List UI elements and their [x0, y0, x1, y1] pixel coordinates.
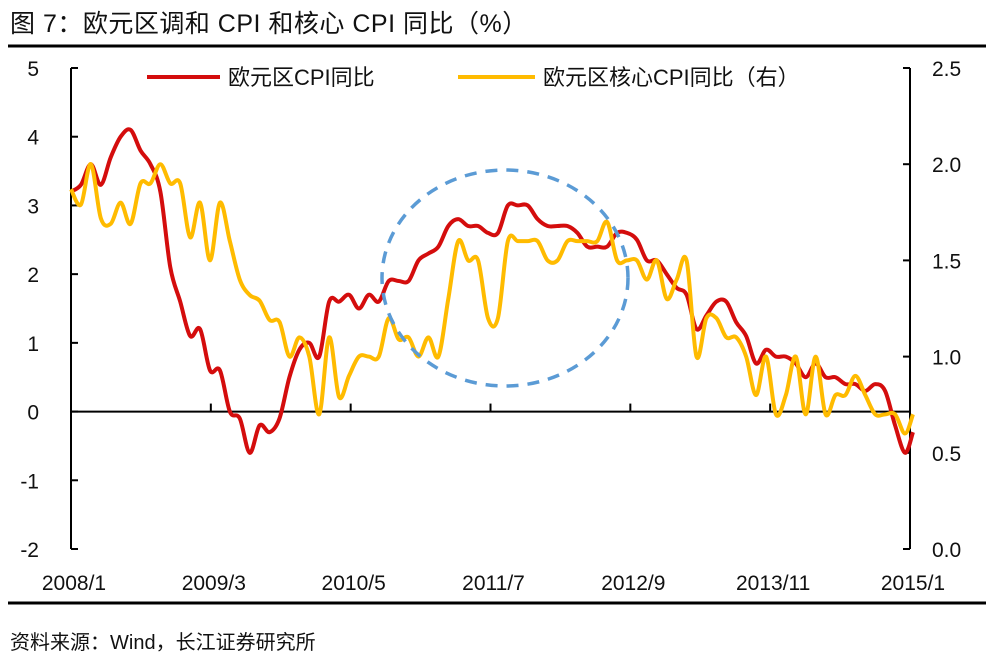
highlight-dashed-circle [380, 168, 630, 388]
x-tick-label: 2009/3 [182, 572, 246, 595]
source-note: 资料来源：Wind，长江证券研究所 [10, 632, 316, 654]
right-y-tick-label: 2.5 [932, 58, 961, 81]
right-y-tick-label: 1.0 [932, 347, 961, 370]
series-line-cpi [69, 127, 915, 455]
legend-label-cpi: 欧元区CPI同比 [228, 65, 375, 90]
left-y-tick-label: 2 [27, 264, 39, 287]
x-tick-label: 2015/1 [881, 572, 945, 595]
legend-label-core-cpi: 欧元区核心CPI同比（右） [543, 65, 800, 90]
right-y-tick-label: 2.0 [932, 154, 961, 177]
x-tick-label: 2012/9 [601, 572, 665, 595]
right-y-tick-label: 0.0 [932, 539, 961, 562]
x-tick-label: 2010/5 [322, 572, 386, 595]
x-tick-label: 2011/7 [462, 572, 525, 595]
left-y-tick-label: -1 [20, 470, 39, 493]
x-tick-label: 2008/1 [42, 572, 106, 595]
left-y-tick-label: -2 [20, 539, 39, 562]
legend: 欧元区CPI同比 欧元区核心CPI同比（右） [147, 65, 800, 90]
chart-title: 图 7：欧元区调和 CPI 和核心 CPI 同比（%） [10, 10, 528, 38]
right-y-tick-label: 1.5 [932, 250, 961, 273]
x-tick-label: 2013/11 [736, 572, 810, 595]
series-line-core-cpi [69, 162, 915, 436]
left-y-tick-label: 5 [27, 58, 39, 81]
left-y-tick-label: 3 [27, 195, 39, 218]
right-y-tick-label: 0.5 [932, 443, 961, 466]
left-y-tick-label: 1 [27, 333, 39, 356]
left-y-tick-label: 4 [27, 127, 39, 150]
left-y-tick-label: 0 [27, 402, 39, 425]
